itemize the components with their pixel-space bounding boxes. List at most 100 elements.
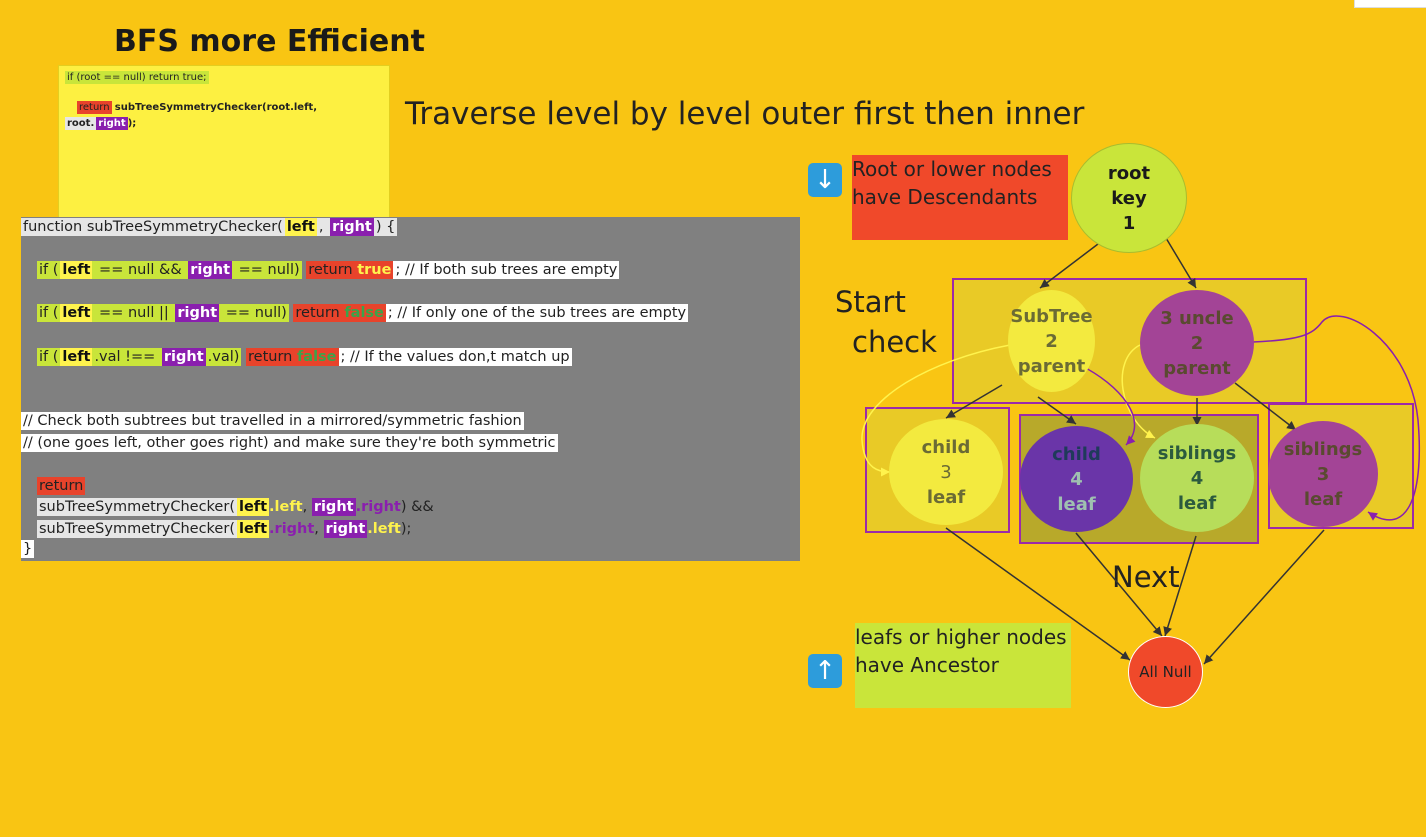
if1-close: == null)	[232, 261, 302, 279]
child3-node[interactable]: child 3 leaf	[889, 419, 1003, 525]
comment-line1: // Check both subtrees but travelled in …	[21, 412, 524, 430]
sib3-node[interactable]: siblings 3 leaf	[1268, 421, 1378, 527]
if3-comment: ; // If the values don,t match up	[338, 348, 572, 366]
if3-return: return false	[246, 348, 339, 366]
if2-close: == null)	[219, 304, 289, 322]
edge-child3-null	[945, 527, 1131, 661]
sticky-root: root.	[65, 117, 97, 130]
sib4-role: leaf	[1177, 492, 1217, 514]
sib4-label: siblings	[1157, 442, 1237, 464]
fn-suffix: ) {	[373, 218, 398, 236]
root-node[interactable]: root key 1	[1071, 143, 1187, 253]
if1-return: return true	[306, 261, 394, 279]
if1-right: right	[188, 261, 233, 279]
if2-left: left	[60, 304, 93, 322]
if2-return: return false	[293, 304, 386, 322]
sticky-line1: if (root == null) return true;	[65, 71, 209, 84]
root-node-value: 1	[1122, 212, 1136, 234]
edge-uncle-sib3	[1234, 382, 1297, 431]
if3-close: .val)	[205, 348, 242, 366]
if3-return-kw: return	[248, 349, 293, 365]
subtree-node[interactable]: SubTree 2 parent	[1008, 290, 1095, 392]
null-node[interactable]: All Null	[1128, 636, 1203, 708]
call1-name: subTreeSymmetryChecker(	[37, 498, 237, 516]
call1-left: left	[236, 498, 270, 516]
edge-purple-outer	[1252, 315, 1421, 521]
comma: ,	[316, 218, 331, 236]
call1-right: right	[311, 498, 356, 516]
edge-root-uncle	[1165, 237, 1197, 289]
edge-yellow-sib	[1121, 344, 1156, 439]
edge-subtree-child3	[945, 384, 1003, 419]
if2-right: right	[175, 304, 220, 322]
sticky-end: );	[127, 118, 137, 129]
if2-mid: == null ||	[92, 304, 176, 322]
page-title: BFS more Efficient	[114, 24, 425, 59]
sticky-return: return	[77, 101, 112, 114]
fn-prefix: function subTreeSymmetryChecker(	[21, 218, 285, 236]
start-label: Start	[835, 285, 906, 319]
if2-return-kw: return	[295, 305, 340, 321]
closing-brace: }	[21, 540, 35, 558]
if2-comment: ; // If only one of the sub trees are em…	[385, 304, 689, 322]
call2-dot-left: .left	[367, 521, 401, 537]
edge-purple-inner	[1079, 364, 1136, 446]
subtree-value: 2	[1045, 330, 1058, 352]
sib3-label: siblings	[1283, 438, 1363, 460]
traverse-heading: Traverse level by level outer first then…	[405, 96, 1085, 132]
if1-comment: ; // If both sub trees are empty	[393, 261, 620, 279]
call2-right: right	[323, 520, 368, 538]
call2-close: );	[400, 521, 412, 537]
param-left: left	[284, 218, 317, 236]
child4-value: 4	[1070, 468, 1083, 490]
sticky-call: subTreeSymmetryChecker(root.left,	[114, 102, 318, 113]
child3-label: child	[921, 436, 971, 458]
edge-sib3-null	[1203, 529, 1325, 665]
root-node-label: root	[1107, 162, 1151, 184]
null-label: All Null	[1139, 662, 1192, 681]
if3-open: if (	[37, 348, 61, 366]
root-node-key: key	[1111, 187, 1147, 209]
ancestor-note[interactable]: leafs or higher nodes have Ancestor	[855, 623, 1071, 708]
sib3-role: leaf	[1303, 488, 1343, 510]
down-arrow-icon: ↓	[808, 163, 842, 197]
call2-dot-right: .right	[269, 521, 315, 537]
subtree-label: SubTree	[1010, 305, 1093, 327]
sticky-note[interactable]: if (root == null) return true; return su…	[58, 65, 390, 219]
uncle-role: parent	[1163, 357, 1231, 379]
if3-left: left	[60, 348, 93, 366]
sib4-node[interactable]: siblings 4 leaf	[1140, 424, 1254, 532]
if2-false: false	[344, 305, 384, 321]
if3-mid: .val !==	[92, 348, 162, 366]
if1-mid: == null &&	[92, 261, 189, 279]
return-keyword: return	[37, 477, 86, 495]
param-right: right	[330, 218, 374, 236]
comment-line2: // (one goes left, other goes right) and…	[21, 434, 558, 452]
code-block[interactable]: function subTreeSymmetryChecker(left, ri…	[21, 217, 800, 561]
child3-value: 3	[940, 461, 952, 483]
call2-comma: ,	[314, 521, 324, 537]
corner-panel	[1354, 0, 1426, 8]
sticky-right: right	[96, 117, 128, 130]
call2-name: subTreeSymmetryChecker(	[37, 520, 237, 538]
if3-false: false	[296, 349, 337, 365]
child4-role: leaf	[1057, 493, 1096, 515]
check-label: check	[852, 325, 937, 359]
descendants-note[interactable]: Root or lower nodes have Descendants	[852, 155, 1068, 240]
if1-open: if (	[37, 261, 61, 279]
uncle-node[interactable]: 3 uncle 2 parent	[1140, 290, 1254, 396]
sib3-value: 3	[1316, 463, 1330, 485]
uncle-value: 2	[1190, 332, 1204, 354]
call1-comma: ,	[302, 499, 312, 515]
if1-return-kw: return	[308, 262, 353, 278]
subtree-role: parent	[1017, 355, 1086, 377]
edge-subtree-child4	[1037, 396, 1077, 425]
call1-and: ) &&	[400, 499, 434, 515]
if3-right: right	[161, 348, 206, 366]
sib4-value: 4	[1190, 467, 1204, 489]
child3-role: leaf	[926, 486, 966, 508]
edge-sib4-null	[1163, 535, 1197, 637]
edge-child4-null	[1075, 532, 1163, 637]
child4-node[interactable]: child 4 leaf	[1020, 426, 1133, 532]
